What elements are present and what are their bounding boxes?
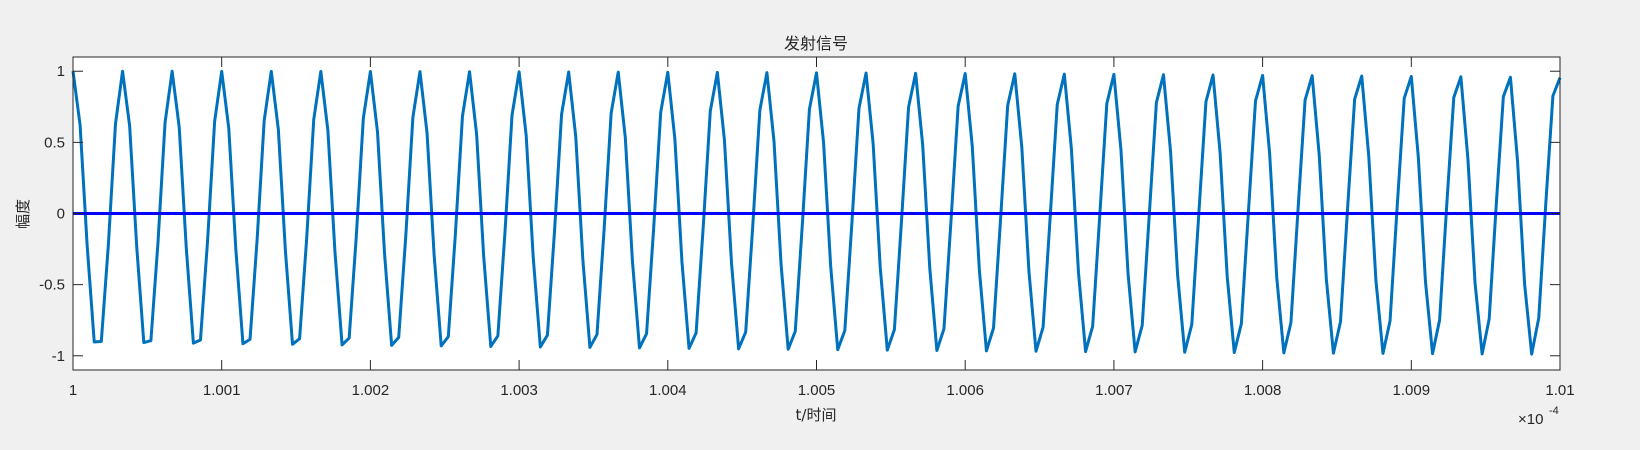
x-axis-label: t/时间 bbox=[796, 406, 837, 424]
x-exponent-base: ×10 bbox=[1518, 411, 1543, 428]
y-tick-label: -1 bbox=[52, 348, 65, 365]
x-tick-label: 1.008 bbox=[1244, 382, 1282, 399]
signal-polyline bbox=[71, 69, 1562, 356]
x-tick-label: 1.005 bbox=[798, 382, 836, 399]
x-exponent-power: -4 bbox=[1549, 405, 1559, 417]
y-tick-label: 1 bbox=[57, 63, 65, 80]
y-tick-label: 0.5 bbox=[44, 134, 65, 151]
x-tick-label: 1.007 bbox=[1095, 382, 1133, 399]
y-tick-label: -0.5 bbox=[39, 277, 65, 294]
y-axis-label: 幅度 bbox=[14, 199, 32, 229]
axis-ticks: 1 1.001 1.002 1.003 1.004 1.005 1.006 1.007 1.00… bbox=[39, 57, 1575, 399]
x-exponent-label: ×10 -4 bbox=[1518, 405, 1559, 428]
y-tick-label: 0 bbox=[57, 206, 65, 223]
x-tick-label: 1.004 bbox=[649, 382, 687, 399]
x-tick-label: 1 bbox=[69, 382, 77, 399]
x-tick-label: 1.002 bbox=[352, 382, 390, 399]
chart-title: 发射信号 bbox=[784, 34, 848, 53]
signal-line bbox=[71, 69, 1562, 356]
x-tick-label: 1.01 bbox=[1545, 382, 1574, 399]
x-tick-label: 1.001 bbox=[203, 382, 241, 399]
x-tick-label: 1.009 bbox=[1393, 382, 1431, 399]
x-tick-label: 1.003 bbox=[500, 382, 538, 399]
x-tick-label: 1.006 bbox=[946, 382, 984, 399]
axes-box bbox=[72, 56, 1561, 371]
